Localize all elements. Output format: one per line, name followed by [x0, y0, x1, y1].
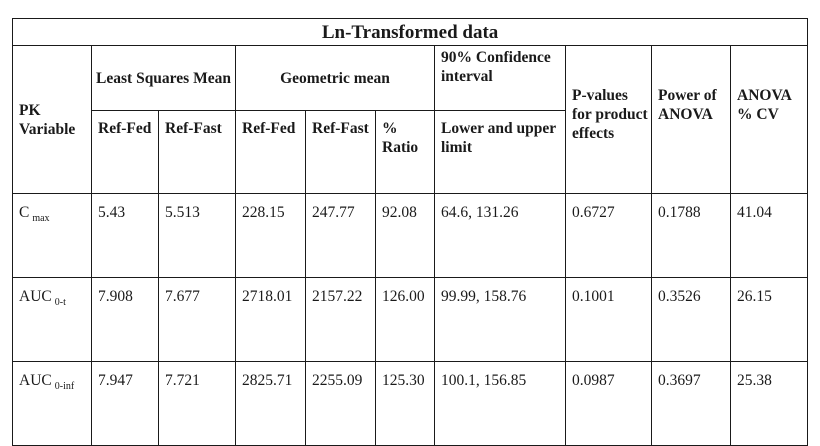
- ratio-cell: 92.08: [375, 193, 435, 278]
- gm-ref-fast-cell: 247.77: [305, 193, 376, 278]
- header-power: Power of ANOVA: [651, 45, 731, 194]
- header-cv: ANOVA % CV: [729, 45, 809, 194]
- header-ratio: % Ratio: [375, 110, 435, 194]
- cv-cell: 25.38: [729, 361, 809, 446]
- pk-variable-name: AUC: [19, 288, 52, 305]
- pk-variable-subscript: max: [32, 213, 50, 225]
- header-least-squares-mean: Least Squares Mean: [91, 45, 236, 111]
- ls-ref-fast-cell: 7.677: [158, 277, 236, 362]
- gm-ref-fast-cell: 2255.09: [305, 361, 376, 446]
- ratio-cell: 125.30: [375, 361, 435, 446]
- ls-ref-fast-cell: 5.513: [158, 193, 236, 278]
- ls-ref-fed-cell: 7.908: [91, 277, 159, 362]
- header-limits: Lower and upper limit: [434, 110, 566, 194]
- header-ls-ref-fast: Ref-Fast: [158, 110, 236, 194]
- power-cell: 0.3697: [651, 361, 731, 446]
- header-confidence-interval: 90% Confidence interval: [434, 45, 566, 111]
- power-cell: 0.1788: [651, 193, 731, 278]
- ci-cell: 64.6, 131.26: [434, 193, 566, 278]
- gm-ref-fast-cell: 2157.22: [305, 277, 376, 362]
- ls-ref-fed-cell: 7.947: [91, 361, 159, 446]
- table-title: Ln-Transformed data: [11, 18, 809, 46]
- header-ls-ref-fed: Ref-Fed: [91, 110, 159, 194]
- power-cell: 0.3526: [651, 277, 731, 362]
- pk-variable-cell: AUC 0-inf: [12, 361, 92, 446]
- header-geometric-mean: Geometric mean: [235, 45, 435, 111]
- ci-cell: 100.1, 156.85: [434, 361, 566, 446]
- p-value-cell: 0.0987: [565, 361, 652, 446]
- p-value-cell: 0.6727: [565, 193, 652, 278]
- header-pk-variable: PK Variable: [12, 45, 92, 194]
- p-value-cell: 0.1001: [565, 277, 652, 362]
- ci-cell: 99.99, 158.76: [434, 277, 566, 362]
- pk-results-table: Ln-Transformed data PK Variable Least Sq…: [11, 18, 809, 446]
- gm-ref-fed-cell: 2825.71: [235, 361, 306, 446]
- header-gm-ref-fed: Ref-Fed: [235, 110, 306, 194]
- pk-variable-name: AUC: [19, 372, 52, 389]
- header-gm-ref-fast: Ref-Fast: [305, 110, 376, 194]
- pk-variable-cell: AUC 0-t: [12, 277, 92, 362]
- gm-ref-fed-cell: 228.15: [235, 193, 306, 278]
- ls-ref-fed-cell: 5.43: [91, 193, 159, 278]
- ls-ref-fast-cell: 7.721: [158, 361, 236, 446]
- pk-variable-name: C: [19, 204, 30, 221]
- cv-cell: 41.04: [729, 193, 809, 278]
- table-row: AUC 0-inf 7.947 7.721 2825.71 2255.09 125…: [12, 361, 809, 446]
- cv-cell: 26.15: [729, 277, 809, 362]
- pk-variable-subscript: 0-t: [54, 297, 66, 309]
- header-p-values: P-values for product effects: [565, 45, 652, 194]
- ratio-cell: 126.00: [375, 277, 435, 362]
- gm-ref-fed-cell: 2718.01: [235, 277, 306, 362]
- pk-variable-subscript: 0-inf: [54, 381, 75, 393]
- table-row: AUC 0-t 7.908 7.677 2718.01 2157.22 126.0…: [12, 277, 809, 362]
